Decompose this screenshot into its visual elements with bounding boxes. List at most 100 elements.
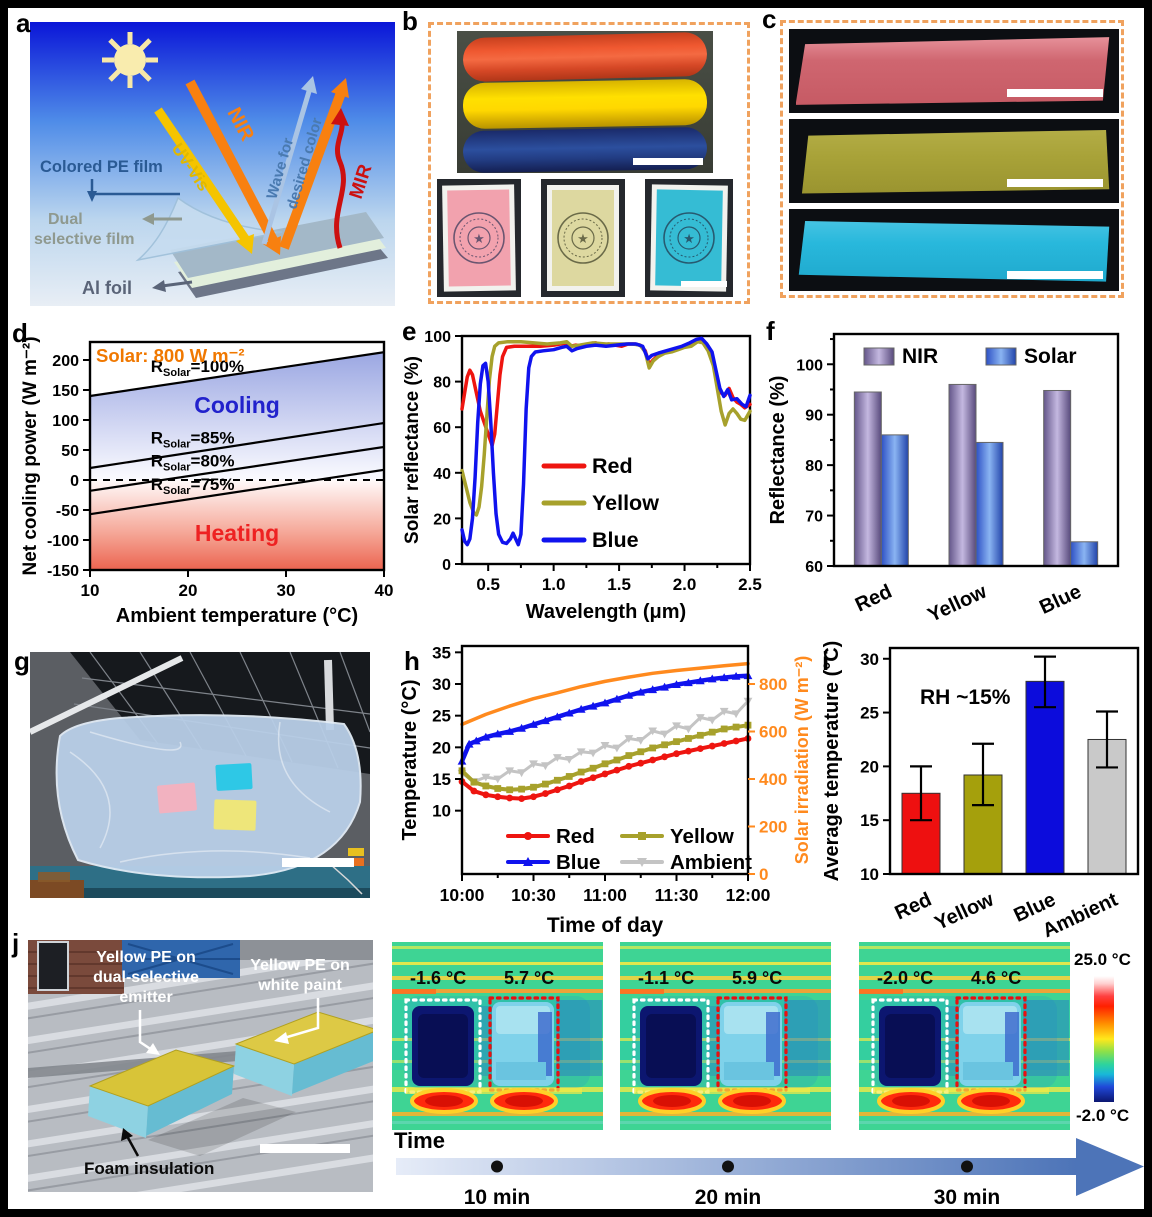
svg-text:Solar reflectance (%): Solar reflectance (%) — [402, 356, 423, 544]
svg-text:0: 0 — [759, 865, 768, 884]
outdoor-test-photo — [30, 652, 370, 898]
scale-bar — [1007, 89, 1103, 97]
svg-text:30: 30 — [432, 675, 451, 694]
svg-text:1.5: 1.5 — [607, 575, 631, 594]
svg-text:0: 0 — [442, 557, 451, 574]
svg-text:Yellow: Yellow — [924, 580, 990, 622]
svg-text:40: 40 — [433, 466, 451, 483]
svg-text:5.7 °C: 5.7 °C — [504, 968, 554, 988]
svg-text:5.9 °C: 5.9 °C — [732, 968, 782, 988]
svg-text:15: 15 — [860, 811, 879, 830]
yellow-sheet-photo: ★ — [541, 179, 625, 297]
film-rolls-photo — [457, 31, 713, 174]
svg-text:100: 100 — [796, 357, 823, 374]
svg-text:Red: Red — [556, 825, 595, 848]
svg-text:RSolar=75%: RSolar=75% — [151, 475, 235, 497]
svg-text:Ambient: Ambient — [670, 851, 752, 874]
chart-solar-reflectance: 0 20 40 60 80 100 0.5 1.0 1.5 2.0 2.5 Red Yellow Blue… — [402, 329, 762, 622]
time-tick-label: 20 min — [695, 1186, 762, 1209]
svg-text:10: 10 — [860, 865, 879, 884]
foam-front — [88, 1086, 148, 1138]
svg-text:25: 25 — [432, 707, 451, 726]
svg-text:Yellow: Yellow — [670, 825, 734, 848]
time-axis: Time 10 min 20 min 30 min — [394, 1128, 1144, 1209]
svg-text:60: 60 — [805, 559, 823, 576]
svg-text:★: ★ — [473, 231, 485, 246]
pe-film-cover — [55, 714, 362, 879]
svg-text:Average temperature (°C): Average temperature (°C) — [821, 641, 843, 882]
svg-text:★: ★ — [577, 231, 589, 246]
svg-text:30: 30 — [860, 650, 879, 669]
scale-bar — [260, 1144, 350, 1153]
label1-line2: dual-selective — [93, 969, 199, 986]
svg-text:RSolar=80%: RSolar=80% — [151, 452, 235, 474]
nir-ray-reflected — [279, 78, 349, 250]
svg-text:40: 40 — [375, 581, 394, 600]
svg-text:Blue: Blue — [1036, 581, 1085, 619]
wires — [329, 863, 363, 895]
sun-icon — [102, 32, 158, 88]
schematic-panel: UV-Vis NIR Wave for desired color MIR Co… — [30, 22, 395, 306]
svg-text:Solar irradiation (W m⁻²): Solar irradiation (W m⁻²) — [792, 656, 812, 865]
al-foil-label: Al foil — [82, 278, 132, 298]
scale-bar — [282, 858, 354, 867]
svg-text:90: 90 — [805, 408, 823, 425]
colored-pe-arrow — [87, 179, 180, 202]
university-seal-icon: ★ — [453, 212, 505, 264]
svg-text:25: 25 — [860, 704, 879, 723]
panel-label-f: f — [766, 316, 775, 346]
svg-text:Net cooling power (W m⁻²): Net cooling power (W m⁻²) — [20, 336, 41, 575]
svg-text:30: 30 — [277, 581, 296, 600]
svg-text:2.0: 2.0 — [673, 575, 697, 594]
svg-text:Cooling: Cooling — [194, 392, 280, 418]
svg-text:200: 200 — [52, 353, 79, 370]
blue-film-strip-photo — [789, 209, 1119, 291]
dual-label-line2: selective film — [34, 231, 135, 248]
svg-text:20: 20 — [179, 581, 198, 600]
color-wave-ray — [261, 76, 317, 245]
svg-text:20: 20 — [432, 738, 451, 757]
yellow-film-roll — [462, 78, 708, 130]
svg-text:4.6 °C: 4.6 °C — [971, 968, 1021, 988]
yellow-pe-top-1 — [88, 1049, 236, 1107]
svg-text:100: 100 — [52, 413, 79, 430]
svg-text:Blue: Blue — [556, 851, 600, 874]
panel-label-h: h — [404, 646, 420, 676]
svg-text:600: 600 — [759, 723, 787, 742]
svg-text:Yellow: Yellow — [931, 888, 997, 934]
svg-text:Heating: Heating — [195, 520, 279, 546]
svg-text:NIR: NIR — [902, 345, 938, 368]
nir-ray-incident — [185, 79, 281, 255]
al-foil-arrow — [152, 280, 193, 292]
university-seal-icon: ★ — [557, 212, 609, 264]
rooftop-boxes-photo: Yellow PE on dual-selective emitter Yell… — [28, 940, 373, 1192]
svg-text:100: 100 — [424, 329, 451, 346]
colored-pe-flap — [135, 196, 283, 262]
svg-text:Red: Red — [852, 581, 896, 617]
thermal-image-30min: -2.0 °C 4.6 °C — [859, 942, 1070, 1130]
time-dot-20min — [722, 1160, 734, 1173]
svg-text:1.0: 1.0 — [542, 575, 566, 594]
cyan-sample — [215, 763, 253, 791]
svg-text:200: 200 — [759, 818, 787, 837]
svg-text:10: 10 — [81, 581, 100, 600]
svg-text:0: 0 — [70, 473, 79, 490]
svg-text:Ambient temperature (°C): Ambient temperature (°C) — [116, 605, 358, 626]
svg-text:12:00: 12:00 — [726, 885, 771, 905]
film-wrinkles — [69, 721, 331, 863]
svg-text:60: 60 — [433, 420, 451, 437]
panel-label-g: g — [14, 646, 30, 676]
chart-reflectance-bars: Red Yellow Blue 60 70 80 90 100 NIR Solar Reflecta… — [767, 332, 1120, 622]
panel-label-c: c — [762, 4, 777, 34]
connector — [348, 848, 364, 856]
panel-c-photo-group — [780, 20, 1124, 298]
svg-text:RSolar=100%: RSolar=100% — [151, 357, 244, 379]
time-axis-title: Time — [394, 1128, 445, 1153]
box-shadow — [148, 1098, 296, 1156]
svg-text:Red: Red — [892, 889, 936, 925]
scale-bar — [681, 281, 727, 287]
svg-text:Temperature (°C): Temperature (°C) — [399, 680, 421, 841]
svg-text:50: 50 — [61, 443, 79, 460]
svg-text:11:30: 11:30 — [655, 885, 699, 905]
